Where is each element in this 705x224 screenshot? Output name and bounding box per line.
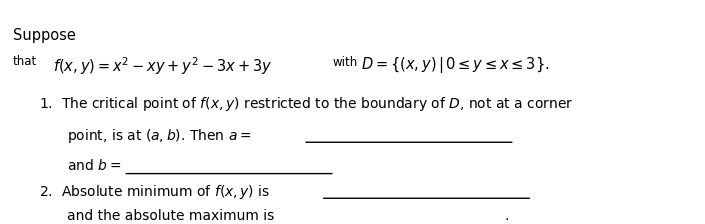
Text: with: with <box>333 56 358 69</box>
Text: Suppose: Suppose <box>13 28 75 43</box>
Text: that: that <box>13 55 37 68</box>
Text: 2.  Absolute minimum of $f(x,y)$ is: 2. Absolute minimum of $f(x,y)$ is <box>39 183 270 200</box>
Text: $f(x,y) = x^2 - xy + y^2 - 3x + 3y$: $f(x,y) = x^2 - xy + y^2 - 3x + 3y$ <box>53 55 272 77</box>
Text: .: . <box>504 209 508 223</box>
Text: and the absolute maximum is: and the absolute maximum is <box>67 209 274 223</box>
Text: and $b =$: and $b =$ <box>67 158 121 173</box>
Text: $D = \{(x,y)\,|\, 0 \leq y \leq x \leq 3\}$.: $D = \{(x,y)\,|\, 0 \leq y \leq x \leq 3… <box>361 55 550 75</box>
Text: 1.  The critical point of $f(x,y)$ restricted to the boundary of $D$, not at a c: 1. The critical point of $f(x,y)$ restri… <box>39 95 573 113</box>
Text: point, is at $(a,b)$. Then $a =$: point, is at $(a,b)$. Then $a =$ <box>67 127 252 144</box>
